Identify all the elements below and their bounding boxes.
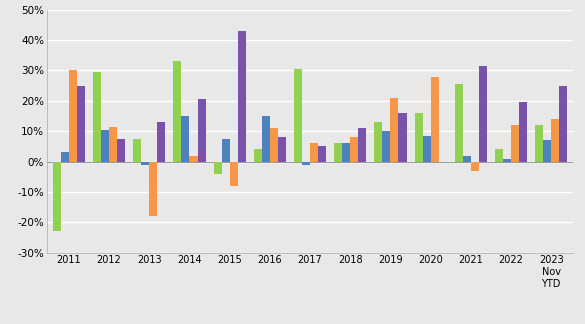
- Bar: [350, 137, 358, 162]
- Bar: [173, 61, 181, 162]
- Bar: [149, 162, 157, 216]
- Bar: [334, 144, 342, 162]
- Bar: [230, 162, 238, 186]
- Bar: [270, 128, 278, 162]
- Bar: [543, 140, 551, 162]
- Bar: [157, 122, 166, 162]
- Bar: [495, 149, 503, 162]
- Bar: [109, 127, 117, 162]
- Bar: [181, 116, 190, 162]
- Bar: [431, 76, 439, 162]
- Bar: [294, 69, 302, 162]
- Bar: [342, 144, 350, 162]
- Bar: [69, 71, 77, 162]
- Bar: [318, 146, 326, 162]
- Bar: [190, 156, 198, 162]
- Bar: [463, 156, 471, 162]
- Bar: [503, 158, 511, 162]
- Bar: [117, 139, 125, 162]
- Bar: [254, 149, 262, 162]
- Bar: [390, 98, 398, 162]
- Bar: [238, 31, 246, 162]
- Bar: [551, 119, 559, 162]
- Bar: [535, 125, 543, 162]
- Bar: [519, 102, 527, 162]
- Bar: [53, 162, 61, 231]
- Bar: [101, 130, 109, 162]
- Bar: [511, 125, 519, 162]
- Bar: [222, 139, 230, 162]
- Bar: [479, 66, 487, 162]
- Bar: [310, 144, 318, 162]
- Bar: [133, 139, 141, 162]
- Bar: [141, 162, 149, 165]
- Bar: [262, 116, 270, 162]
- Bar: [198, 99, 205, 162]
- Bar: [383, 131, 390, 162]
- Bar: [93, 72, 101, 162]
- Bar: [422, 136, 431, 162]
- Bar: [471, 162, 479, 171]
- Bar: [77, 86, 85, 162]
- Bar: [61, 153, 69, 162]
- Bar: [214, 162, 222, 174]
- Bar: [374, 122, 383, 162]
- Bar: [415, 113, 422, 162]
- Bar: [559, 86, 567, 162]
- Bar: [302, 162, 310, 165]
- Bar: [398, 113, 407, 162]
- Bar: [358, 128, 366, 162]
- Bar: [278, 137, 286, 162]
- Bar: [455, 84, 463, 162]
